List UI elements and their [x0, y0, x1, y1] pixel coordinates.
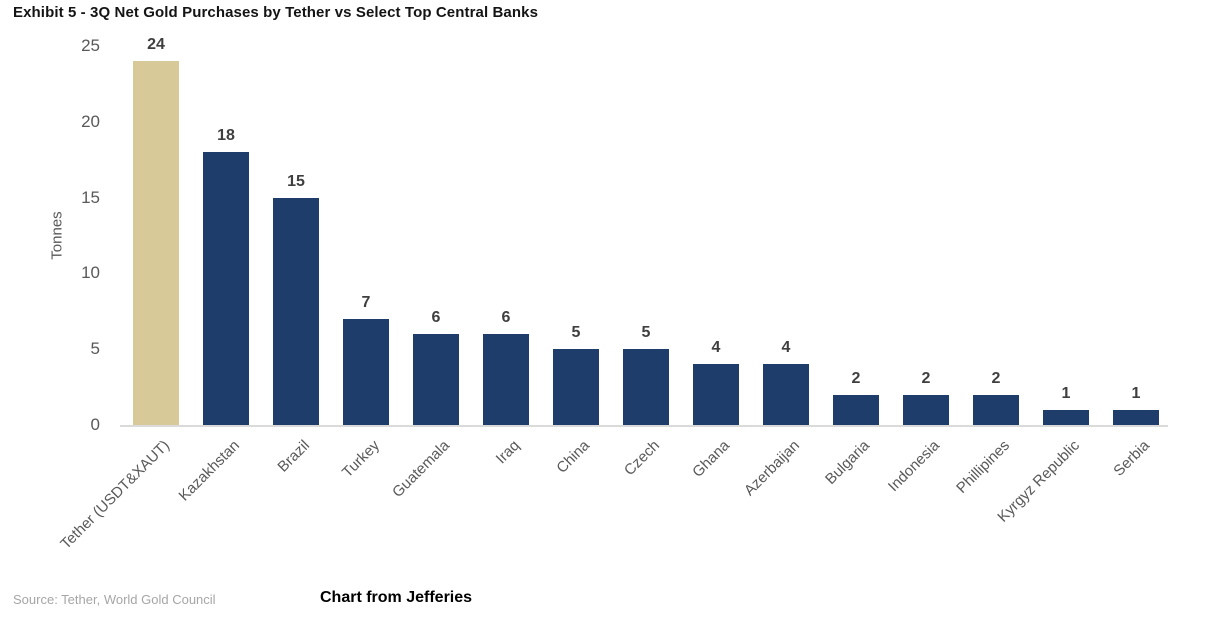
bar-value-label: 4 — [781, 339, 791, 357]
bar-turkey — [343, 318, 389, 425]
x-axis-label: Ghana — [689, 437, 734, 481]
x-axis-label: Indonesia — [884, 437, 944, 496]
bar-value-label: 18 — [217, 127, 235, 145]
y-axis-tick: 5 — [90, 339, 100, 359]
bar-azerbaijan — [763, 364, 809, 425]
x-axis-label: China — [553, 437, 594, 477]
x-axis-label: Brazil — [274, 437, 314, 476]
bar-value-label: 1 — [1061, 384, 1071, 402]
x-axis-label: Tether (USDT&XAUT) — [57, 437, 174, 553]
x-axis-label: Phillipines — [953, 437, 1014, 497]
x-axis-label: Guatemala — [389, 437, 454, 501]
x-axis-label: Kazakhstan — [175, 437, 244, 505]
bar-kazakhstan — [203, 152, 249, 425]
bar-serbia — [1113, 409, 1159, 425]
chart-title: Exhibit 5 - 3Q Net Gold Purchases by Tet… — [13, 4, 539, 21]
bar-phillipines — [973, 394, 1019, 425]
bar-value-label: 24 — [147, 36, 165, 54]
y-axis-tick: 25 — [81, 36, 100, 55]
bar-value-label: 5 — [641, 324, 651, 342]
y-axis-label: Tonnes — [48, 211, 66, 260]
x-axis-label: Bulgaria — [822, 437, 874, 488]
bar-value-label: 6 — [501, 309, 511, 327]
bar-guatemala — [413, 334, 459, 425]
bar-iraq — [483, 334, 529, 425]
x-axis-label: Kyrgyz Republic — [994, 437, 1084, 526]
x-axis-line — [120, 425, 1168, 427]
bar-value-label: 15 — [287, 172, 305, 190]
bar-bulgaria — [833, 394, 879, 425]
bar-value-label: 1 — [1131, 384, 1141, 402]
source-note: Source: Tether, World Gold Council — [13, 592, 216, 607]
y-axis-tick: 0 — [90, 415, 100, 434]
x-axis-label: Serbia — [1110, 437, 1154, 480]
x-axis-label: Iraq — [492, 437, 524, 468]
bar-value-label: 7 — [361, 293, 371, 311]
bar-indonesia — [903, 394, 949, 425]
bar-ghana — [693, 364, 739, 425]
y-axis-tick: 20 — [81, 111, 100, 131]
bar-value-label: 2 — [991, 369, 1001, 387]
x-axis-label: Czech — [620, 437, 664, 480]
bar-value-label: 2 — [851, 369, 861, 387]
bar-kyrgyz-republic — [1043, 409, 1089, 425]
bar-brazil — [273, 197, 319, 425]
x-axis-label: Turkey — [338, 437, 384, 482]
y-axis-tick: 10 — [81, 263, 100, 283]
credit-note: Chart from Jefferies — [320, 589, 473, 606]
bar-value-label: 2 — [921, 369, 931, 387]
bar-czech — [623, 349, 669, 425]
y-axis-tick: 15 — [81, 187, 100, 207]
bar-value-label: 4 — [711, 339, 721, 357]
bar-value-label: 6 — [431, 309, 441, 327]
bar-value-label: 5 — [571, 324, 581, 342]
x-axis-label: Azerbaijan — [740, 437, 804, 500]
bar-china — [553, 349, 599, 425]
bar-tether-usdt-xaut- — [133, 61, 179, 425]
